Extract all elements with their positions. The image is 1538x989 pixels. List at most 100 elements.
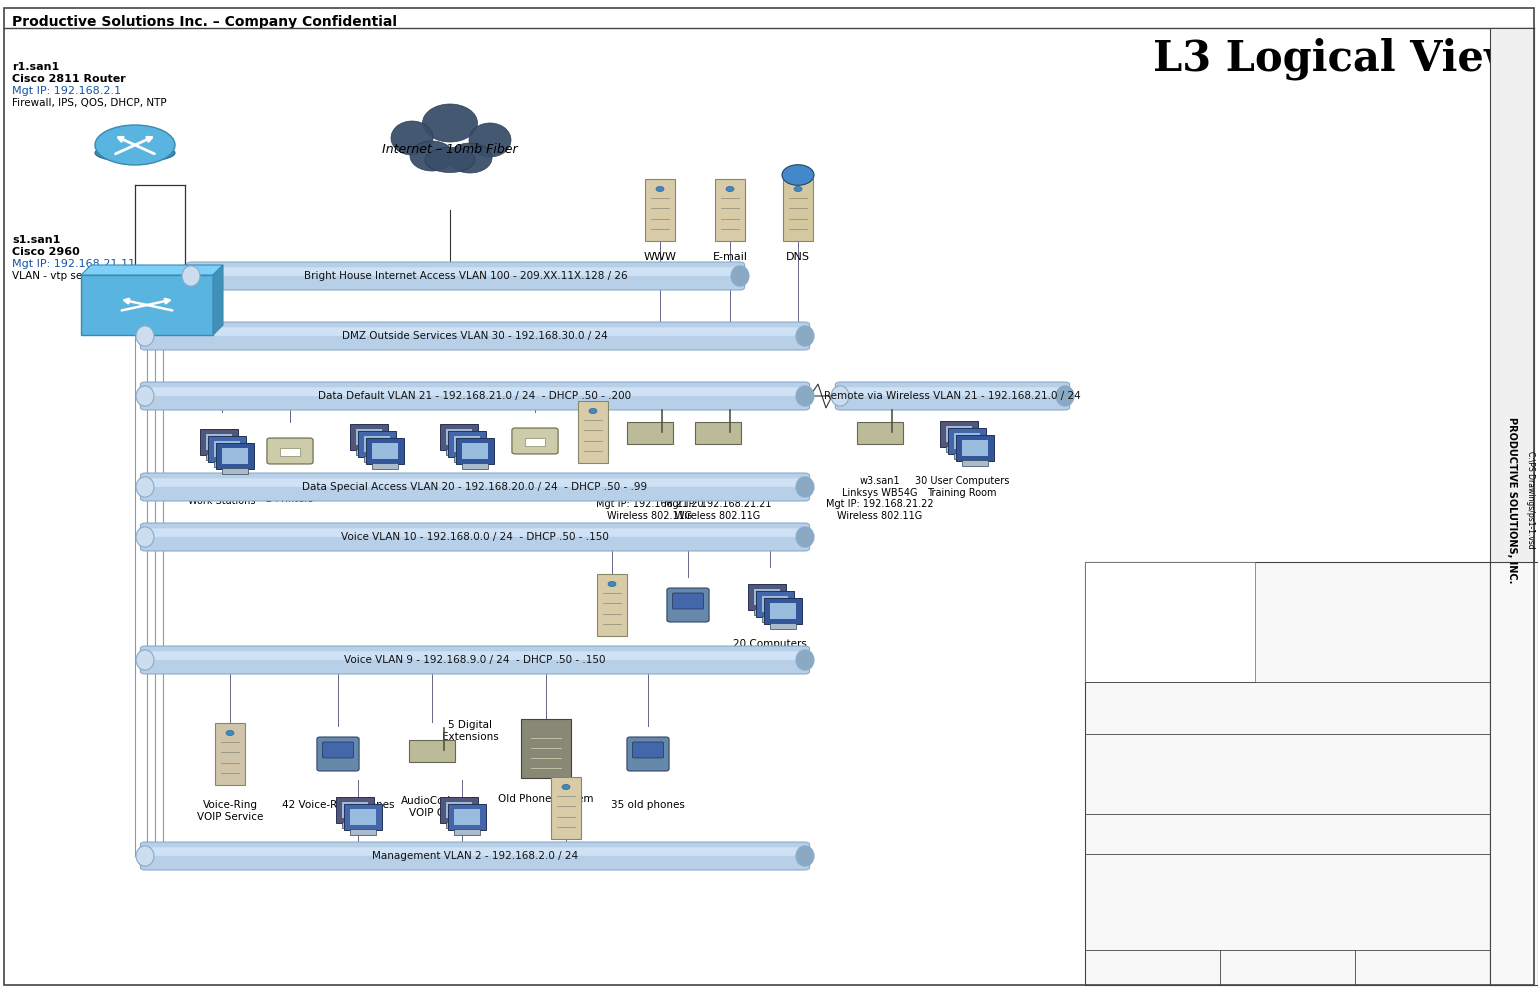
FancyBboxPatch shape [372,443,398,459]
FancyBboxPatch shape [521,719,571,778]
FancyBboxPatch shape [449,431,486,457]
Ellipse shape [95,144,175,162]
Text: Voice-Ring
VOIP Service: Voice-Ring VOIP Service [197,800,263,822]
Text: w1.san1
Linksys WRT54GX
Mgt IP: 192.168.21.20
Wireless 802.11G: w1.san1 Linksys WRT54GX Mgt IP: 192.168.… [597,476,704,521]
Text: 39 User Computers: 39 User Computers [415,479,509,489]
Text: C:\PS Drawings\ps1-1.vsd: C:\PS Drawings\ps1-1.vsd [1515,451,1524,549]
FancyBboxPatch shape [695,422,741,444]
Text: 20 Phones: 20 Phones [661,649,715,659]
FancyBboxPatch shape [82,275,212,335]
Ellipse shape [797,326,814,346]
FancyBboxPatch shape [200,429,237,455]
FancyBboxPatch shape [454,809,480,825]
Text: 2 Printers: 2 Printers [266,494,314,504]
Text: Voice VLAN 10 - 192.168.0.0 / 24  - DHCP .50 - .150: Voice VLAN 10 - 192.168.0.0 / 24 - DHCP … [341,532,609,542]
FancyBboxPatch shape [628,737,669,771]
Text: 3 Work Stations: 3 Work Stations [334,479,411,489]
FancyBboxPatch shape [754,589,780,605]
FancyBboxPatch shape [461,443,488,459]
Text: PS1-1 BASIC NETWORK: PS1-1 BASIC NETWORK [1197,710,1378,724]
Ellipse shape [135,386,154,406]
Circle shape [781,165,814,185]
Circle shape [608,582,617,586]
FancyBboxPatch shape [457,438,494,464]
FancyBboxPatch shape [140,473,809,501]
FancyBboxPatch shape [365,456,391,462]
FancyBboxPatch shape [551,777,581,839]
FancyBboxPatch shape [140,523,809,551]
FancyBboxPatch shape [440,424,477,450]
FancyBboxPatch shape [757,591,794,617]
Text: DATE: DATE [1090,955,1114,964]
FancyBboxPatch shape [454,829,480,835]
FancyBboxPatch shape [512,428,558,454]
FancyBboxPatch shape [764,598,801,624]
Text: s1.san1: s1.san1 [12,235,60,245]
FancyBboxPatch shape [140,646,809,674]
FancyBboxPatch shape [206,454,232,460]
FancyBboxPatch shape [628,422,674,444]
Text: websense: websense [540,852,592,862]
Circle shape [657,187,664,192]
Text: Remote via Wireless VLAN 21 - 192.168.21.0 / 24: Remote via Wireless VLAN 21 - 192.168.21… [824,391,1081,401]
Text: VLAN - vtp server and L2 QOS: VLAN - vtp server and L2 QOS [12,271,168,281]
Ellipse shape [423,104,477,142]
FancyBboxPatch shape [946,426,972,442]
Text: DESCRIPTION —: DESCRIPTION — [1090,739,1169,749]
FancyBboxPatch shape [221,448,248,464]
Circle shape [794,187,801,192]
Ellipse shape [469,123,511,157]
FancyBboxPatch shape [754,609,780,615]
Text: TITLE: TITLE [1090,687,1117,697]
Text: voip server1: voip server1 [580,649,644,659]
FancyBboxPatch shape [761,596,787,612]
Circle shape [226,731,234,736]
FancyBboxPatch shape [355,449,381,455]
FancyBboxPatch shape [949,428,986,454]
Text: AudioCodes
VOIP GW: AudioCodes VOIP GW [401,796,463,818]
Text: DRAWN BY: DRAWN BY [1509,751,1518,796]
Ellipse shape [448,143,492,173]
Text: 14 Front Office
Work Stations: 14 Front Office Work Stations [186,484,258,505]
Text: Data Special Access VLAN 20 - 192.168.20.0 / 24  - DHCP .50 - .99: Data Special Access VLAN 20 - 192.168.20… [303,482,647,492]
Text: 30 User Computers
Training Room: 30 User Computers Training Room [915,476,1009,497]
FancyBboxPatch shape [151,652,800,660]
FancyBboxPatch shape [771,623,797,629]
FancyBboxPatch shape [206,434,232,450]
Text: DNS: DNS [786,252,811,262]
FancyBboxPatch shape [372,463,398,469]
FancyBboxPatch shape [366,438,403,464]
FancyBboxPatch shape [597,574,628,636]
Text: 20 Computers: 20 Computers [734,639,807,649]
FancyBboxPatch shape [351,809,375,825]
FancyBboxPatch shape [846,388,1060,396]
FancyBboxPatch shape [1490,562,1538,985]
Text: 5 Digital
Extensions: 5 Digital Extensions [441,720,498,742]
Ellipse shape [181,266,200,286]
Polygon shape [212,265,223,335]
Text: L3 Logical View: L3 Logical View [1154,38,1520,80]
FancyBboxPatch shape [1084,562,1490,985]
FancyBboxPatch shape [140,382,809,410]
Ellipse shape [135,527,154,547]
FancyBboxPatch shape [672,593,703,609]
Ellipse shape [424,147,475,172]
Text: PRODUCTIVE SOLUTIONS INC.: PRODUCTIVE SOLUTIONS INC. [1509,543,1518,694]
Text: REVISED: REVISED [1224,955,1264,964]
FancyBboxPatch shape [644,179,675,241]
Text: Document Control Number: Document Control Number [1090,819,1212,828]
FancyBboxPatch shape [280,448,300,456]
Text: Firewall, IPS, QOS, DHCP, NTP: Firewall, IPS, QOS, DHCP, NTP [12,98,166,108]
Ellipse shape [797,650,814,671]
Ellipse shape [797,386,814,406]
Ellipse shape [135,477,154,497]
Text: Productive
Solutions: Productive Solutions [1147,592,1209,613]
FancyBboxPatch shape [578,401,608,463]
FancyBboxPatch shape [337,797,374,823]
FancyBboxPatch shape [341,822,368,828]
Text: Management VLAN 2 - 192.168.2.0 / 24: Management VLAN 2 - 192.168.2.0 / 24 [372,851,578,861]
FancyBboxPatch shape [151,848,800,855]
Text: DCN - A07032801-01: DCN - A07032801-01 [1221,839,1353,852]
FancyBboxPatch shape [197,267,734,276]
FancyBboxPatch shape [749,584,786,610]
